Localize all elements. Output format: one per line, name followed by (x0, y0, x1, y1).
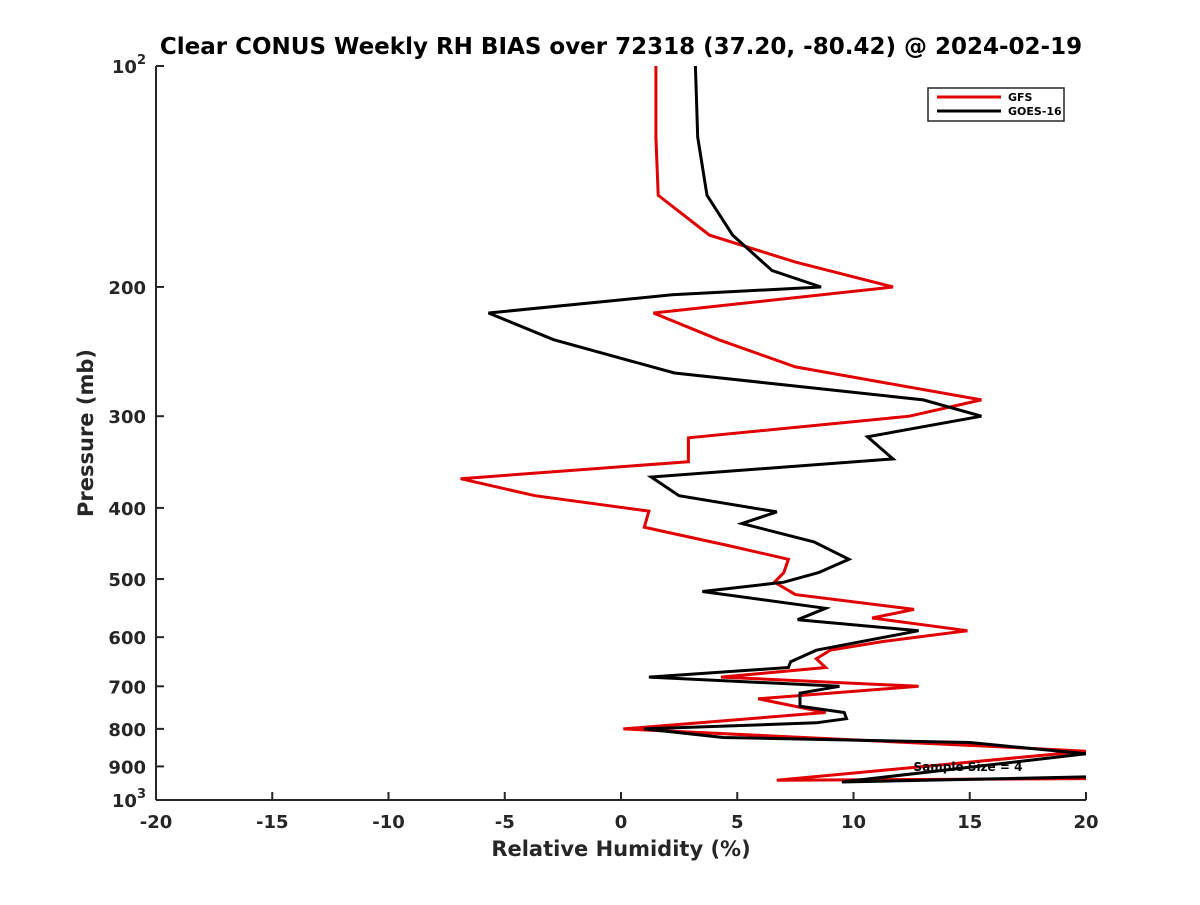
y-tick-label: 700 (108, 677, 146, 698)
legend-box (927, 87, 1065, 122)
y-tick-label: 500 (108, 570, 146, 591)
y-tick-label: 900 (108, 757, 146, 778)
y-tick-label: 400 (108, 499, 146, 520)
sample-size-annotation: Sample Size = 4 (914, 760, 1023, 774)
x-tick-label: -5 (495, 812, 515, 833)
x-tick-label: 20 (1073, 812, 1098, 833)
y-tick-label: 800 (108, 720, 146, 741)
axes-layer: -20 -15 -10 -5 0 5 10 15 20 102 200 300 400 500 600 700… (108, 53, 1098, 833)
chart-title: Clear CONUS Weekly RH BIAS over 72318 (3… (160, 34, 1082, 60)
x-tick-label: -15 (256, 812, 289, 833)
series-line-gfs (460, 66, 1086, 782)
series-line-goes-16 (487, 66, 1086, 784)
y-axis-label: Pressure (mb) (74, 349, 98, 517)
y-tick-label: 103 (112, 787, 146, 812)
x-axis-label: Relative Humidity (%) (491, 837, 750, 861)
y-tick-label: 200 (108, 278, 146, 299)
x-tick-label: 10 (841, 812, 866, 833)
x-tick-label: -10 (372, 812, 405, 833)
y-tick-label: 600 (108, 628, 146, 649)
series-layer (460, 66, 1086, 784)
x-tick-label: -20 (140, 812, 173, 833)
legend-label: GFS (1008, 91, 1033, 104)
legend-label: GOES-16 (1008, 105, 1062, 118)
x-tick-label: 5 (731, 812, 744, 833)
x-tick-label: 15 (957, 812, 982, 833)
y-tick-label: 102 (112, 53, 146, 78)
y-tick-label: 300 (108, 407, 146, 428)
x-tick-label: 0 (615, 812, 628, 833)
